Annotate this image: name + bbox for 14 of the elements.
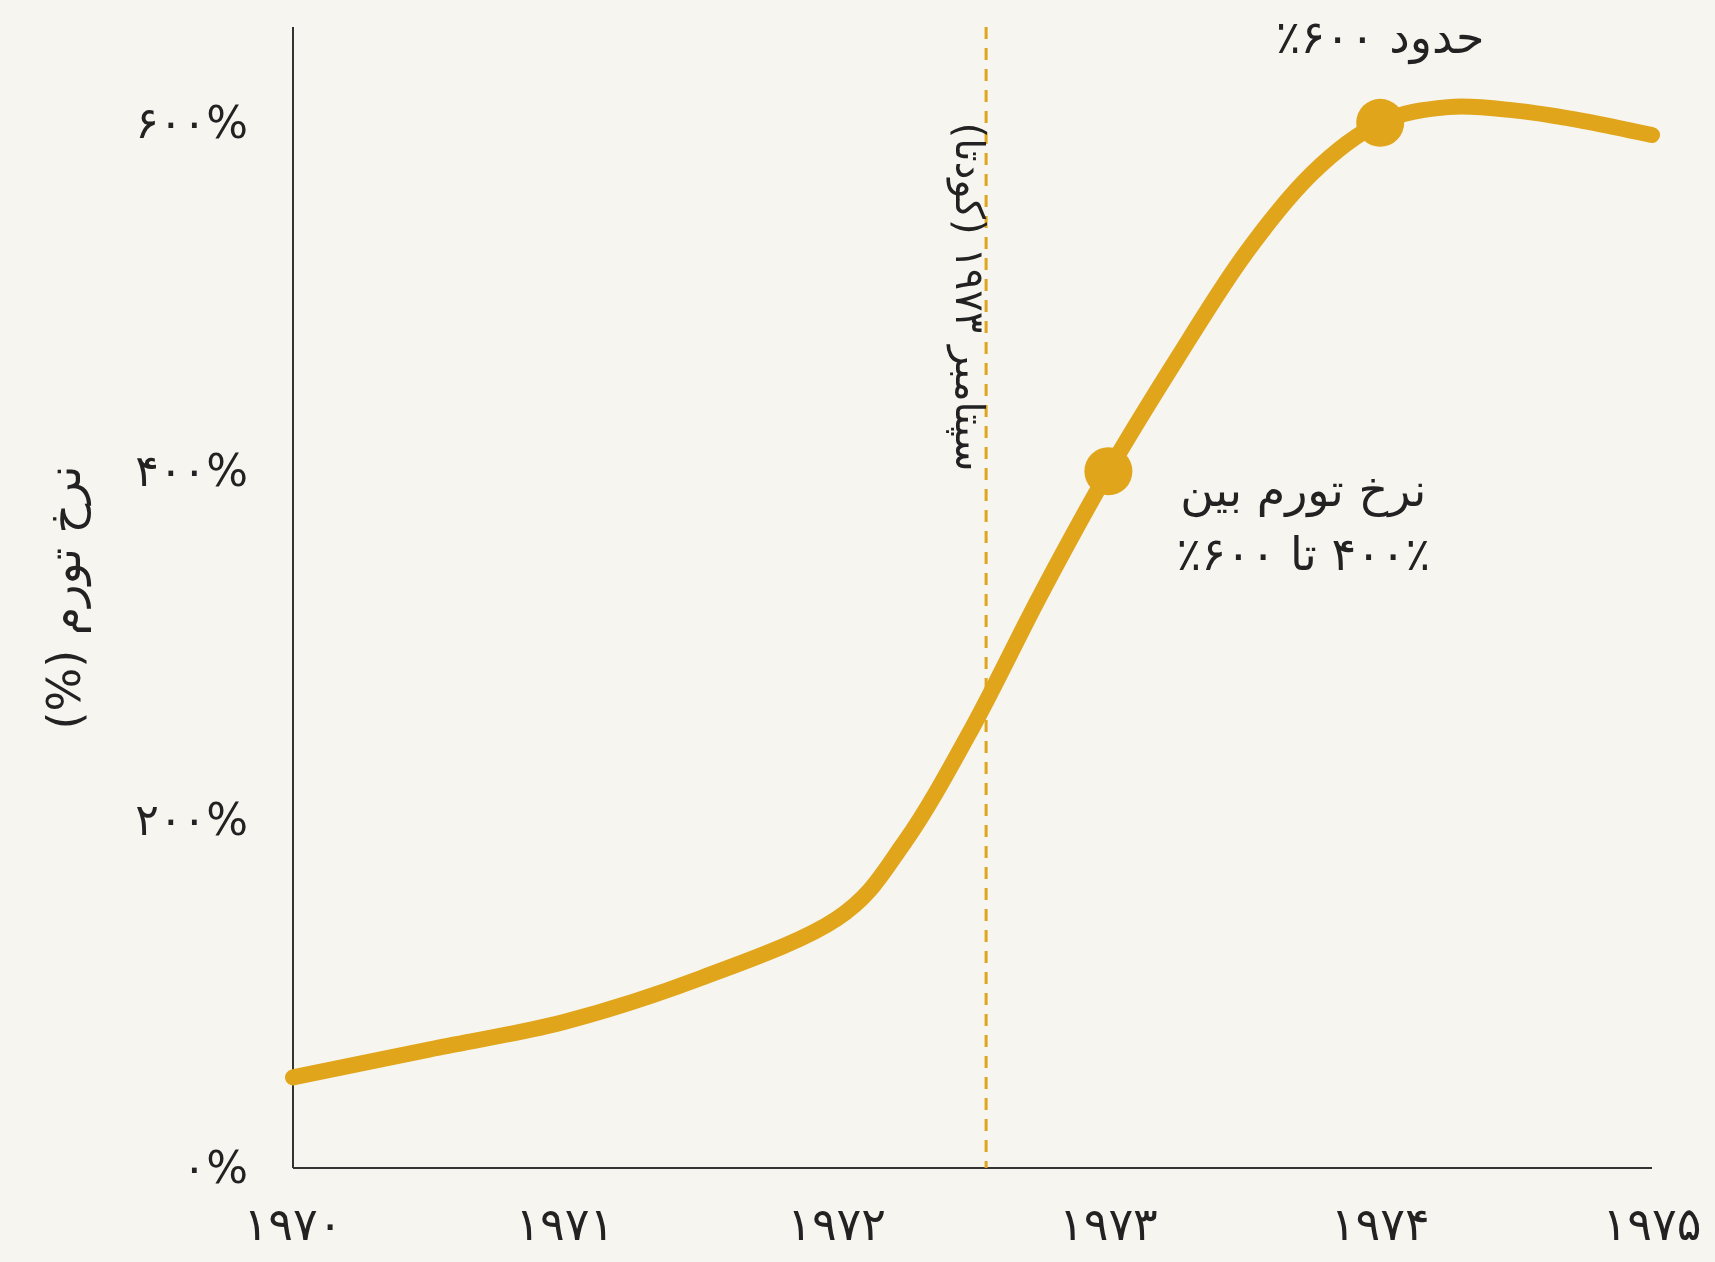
annotation: حدود ۶۰۰٪	[1275, 9, 1485, 65]
ref-line-label: سپتامبر ۱۹۷۳ (کودتا)	[946, 122, 994, 472]
x-tick-label: ۱۹۷۵	[1602, 1197, 1702, 1251]
y-tick-label: ۶۰۰%	[135, 96, 248, 148]
y-axis-title: نرخ تورم (%)	[37, 465, 92, 730]
x-tick-label: ۱۹۷۴	[1330, 1197, 1430, 1251]
x-tick-label: ۱۹۷۳	[1058, 1197, 1158, 1251]
y-tick-label: ۰%	[182, 1142, 248, 1193]
y-tick-label: ۲۰۰%	[135, 793, 248, 845]
y-tick-label: ۴۰۰%	[135, 445, 248, 497]
x-tick-label: ۱۹۷۱	[515, 1197, 615, 1251]
annotation: نرخ تورم بین ۴۰۰٪ تا ۶۰۰٪	[1176, 463, 1431, 582]
x-tick-label: ۱۹۷۰	[243, 1197, 343, 1251]
x-tick-label: ۱۹۷۲	[787, 1197, 887, 1251]
